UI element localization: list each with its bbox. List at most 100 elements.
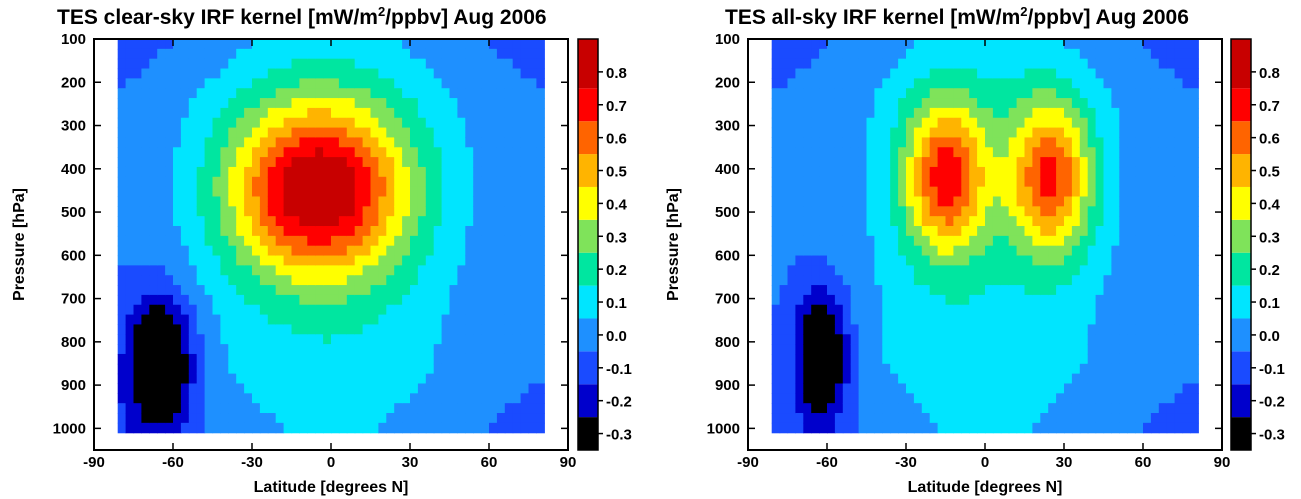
heatmap-cell <box>819 413 828 424</box>
heatmap-cell <box>536 285 545 296</box>
heatmap-cell <box>149 206 158 217</box>
heatmap-cell <box>465 206 474 217</box>
heatmap-cell <box>433 186 443 198</box>
heatmap-cell <box>173 255 182 266</box>
heatmap-cell <box>1150 413 1160 424</box>
heatmap-cell <box>1143 363 1152 375</box>
heatmap-cell <box>165 147 174 158</box>
heatmap-cell <box>779 98 789 109</box>
heatmap-cell <box>417 58 427 70</box>
heatmap-cell <box>1103 226 1112 237</box>
heatmap-cell <box>1008 88 1018 99</box>
heatmap-cell <box>528 176 537 188</box>
heatmap-cell <box>1079 216 1089 227</box>
heatmap-cell <box>433 127 443 139</box>
heatmap-cell <box>803 117 812 129</box>
heatmap-cell <box>299 314 308 326</box>
heatmap-cell <box>874 314 883 326</box>
heatmap-cell <box>1032 353 1041 365</box>
heatmap-cell <box>898 255 907 266</box>
heatmap-cell <box>473 157 482 168</box>
heatmap-cell <box>1032 157 1041 168</box>
heatmap-cell <box>354 245 364 257</box>
heatmap-cell <box>291 403 300 414</box>
heatmap-cell <box>417 166 427 178</box>
heatmap-cell <box>457 275 466 286</box>
heatmap-cell <box>945 48 954 60</box>
heatmap-cell <box>173 275 182 286</box>
heatmap-cell <box>1016 147 1026 158</box>
heatmap-cell <box>1119 107 1128 119</box>
heatmap-cell <box>457 58 466 70</box>
heatmap-cell <box>165 334 174 345</box>
heatmap-cell <box>378 58 387 70</box>
heatmap-cell <box>188 88 198 99</box>
heatmap-cell <box>299 39 308 50</box>
heatmap-cell <box>141 255 150 266</box>
heatmap-cell <box>874 373 883 385</box>
heatmap-cell <box>165 314 174 326</box>
heatmap-cell <box>275 314 285 326</box>
heatmap-cell <box>394 98 403 109</box>
heatmap-cell <box>866 235 875 247</box>
heatmap-cell <box>283 334 293 345</box>
heatmap-cell <box>1182 393 1191 404</box>
heatmap-cell <box>819 422 828 434</box>
heatmap-cell <box>1127 186 1136 198</box>
heatmap-cell <box>489 393 498 404</box>
heatmap-cell <box>858 88 868 99</box>
heatmap-cell <box>410 176 419 188</box>
heatmap-cell <box>811 314 820 326</box>
heatmap-cell <box>992 275 1002 286</box>
heatmap-cell <box>1032 403 1041 414</box>
heatmap-cell <box>528 285 537 296</box>
heatmap-cell <box>196 422 206 434</box>
heatmap-cell <box>520 422 530 434</box>
y-axis-label: Pressure [hPa] <box>665 188 682 301</box>
heatmap-cell <box>441 68 451 79</box>
heatmap-cell <box>850 216 860 227</box>
heatmap-cell <box>520 413 530 424</box>
heatmap-cell <box>937 344 947 355</box>
heatmap-cell <box>827 403 836 414</box>
heatmap-cell <box>307 344 316 355</box>
heatmap-cell <box>125 363 135 375</box>
heatmap-cell <box>1150 157 1160 168</box>
y-tick-label: 600 <box>715 247 740 264</box>
heatmap-cell <box>165 48 174 60</box>
heatmap-cell <box>1016 157 1026 168</box>
heatmap-cell <box>1064 166 1073 178</box>
heatmap-cell <box>906 216 915 227</box>
heatmap-cell <box>1127 137 1136 148</box>
heatmap-cell <box>1048 373 1057 385</box>
heatmap-cell <box>913 98 923 109</box>
heatmap-cell <box>180 393 190 404</box>
heatmap-cell <box>803 127 812 139</box>
heatmap-cell <box>291 353 300 365</box>
heatmap-cell <box>244 422 253 434</box>
heatmap-cell <box>417 137 427 148</box>
heatmap-cell <box>961 137 970 148</box>
heatmap-cell <box>827 39 836 50</box>
heatmap-cell <box>945 107 954 119</box>
heatmap-cell <box>929 196 939 207</box>
heatmap-cell <box>977 403 986 414</box>
heatmap-cell <box>945 137 954 148</box>
heatmap-cell <box>236 344 245 355</box>
heatmap-cell <box>165 117 174 129</box>
heatmap-cell <box>433 422 443 434</box>
heatmap-cell <box>921 275 931 286</box>
heatmap-cell <box>913 294 923 306</box>
heatmap-cell <box>188 48 198 60</box>
heatmap-cell <box>394 196 403 207</box>
heatmap-cell <box>338 176 348 188</box>
heatmap-cell <box>117 393 127 404</box>
heatmap-cell <box>536 137 545 148</box>
heatmap-cell <box>117 314 127 326</box>
heatmap-cell <box>985 314 994 326</box>
heatmap-cell <box>874 285 883 296</box>
heatmap-cell <box>386 107 395 119</box>
heatmap-cell <box>307 373 316 385</box>
heatmap-cell <box>457 137 466 148</box>
heatmap-cell <box>953 58 962 70</box>
